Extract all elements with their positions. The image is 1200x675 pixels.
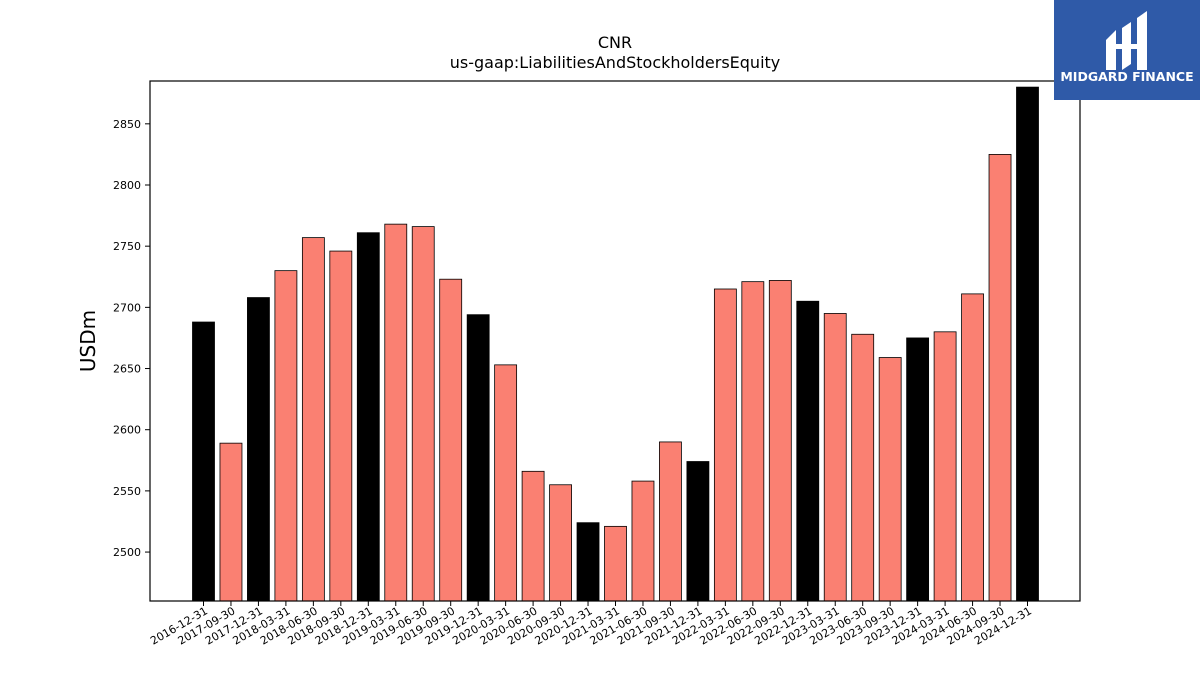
bar-2021-06-30	[631, 480, 655, 602]
midgard-finance-logo: MIDGARD FINANCE	[1054, 0, 1200, 100]
bar-2020-09-30	[549, 484, 572, 602]
plot-frame	[149, 80, 1081, 602]
bar-2023-03-31	[823, 313, 847, 602]
bar-2019-06-30	[411, 226, 435, 602]
bar-2019-12-31	[466, 314, 490, 602]
y-tick-label: 2750	[113, 240, 141, 253]
logo-mark-icon	[1106, 11, 1147, 70]
bar-2022-06-30	[741, 281, 765, 602]
bar-2021-03-31	[604, 525, 627, 602]
bar-2023-12-31	[906, 337, 930, 602]
bar-2018-12-31	[356, 232, 380, 602]
bar-2024-06-30	[961, 293, 984, 602]
bar-2020-03-31	[494, 364, 518, 602]
bar-2016-12-31	[192, 321, 215, 602]
bar-2019-09-30	[439, 278, 463, 602]
y-tick-label: 2550	[113, 485, 141, 498]
bar-2020-12-31	[576, 522, 600, 602]
bar-2018-09-30	[329, 250, 353, 602]
y-tick-label: 2650	[113, 363, 141, 376]
bar-2024-09-30	[988, 154, 1012, 602]
y-axis-ticks: 2500 2550 2600 2650 2700 2750 2800 2850	[113, 118, 150, 559]
bar-2017-12-31	[247, 297, 270, 602]
y-axis-label: USDm	[76, 310, 100, 372]
y-tick-label: 2500	[113, 546, 141, 559]
bar-2018-03-31	[274, 270, 298, 602]
chart-subtitle: us-gaap:LiabilitiesAndStockholdersEquity	[450, 53, 781, 72]
bar-2022-12-31	[796, 300, 820, 602]
y-tick-label: 2700	[113, 301, 141, 314]
bar-2018-06-30	[301, 237, 325, 602]
bar-2017-09-30	[219, 442, 243, 602]
bar-2023-09-30	[878, 357, 902, 602]
bar-2023-06-30	[851, 333, 875, 602]
bar-2021-09-30	[659, 441, 682, 602]
bar-2022-03-31	[713, 288, 737, 602]
logo-text: MIDGARD FINANCE	[1060, 69, 1193, 84]
bar-2021-12-31	[686, 461, 710, 602]
chart-title: CNR	[598, 33, 632, 52]
y-tick-label: 2850	[113, 118, 141, 131]
bar-2022-09-30	[768, 280, 792, 602]
bar-2024-03-31	[933, 331, 957, 602]
bar-2020-06-30	[521, 470, 545, 602]
x-axis-ticks: 2016-12-312017-09-302017-12-312018-03-31…	[148, 601, 1034, 648]
bars-group	[192, 86, 1039, 602]
y-tick-label: 2600	[113, 424, 141, 437]
y-tick-label: 2800	[113, 179, 141, 192]
bar-2024-12-31	[1016, 86, 1039, 602]
bar-2019-03-31	[384, 223, 408, 602]
